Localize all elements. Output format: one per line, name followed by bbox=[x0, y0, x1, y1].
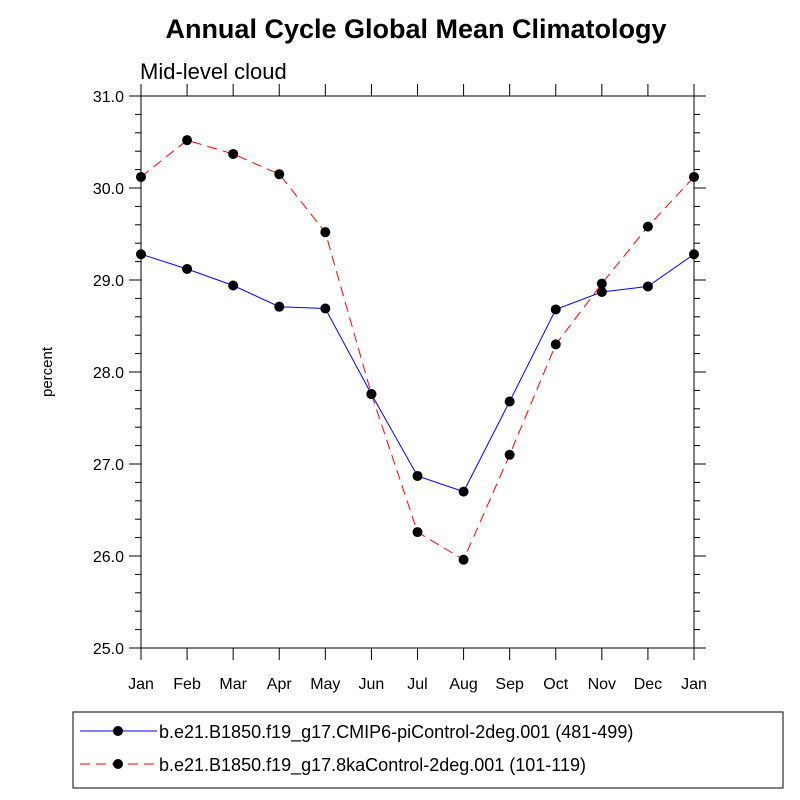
data-point bbox=[504, 396, 515, 407]
y-tick-label: 30.0 bbox=[93, 181, 124, 198]
y-tick-label: 25.0 bbox=[93, 641, 124, 658]
data-point bbox=[228, 148, 239, 159]
x-tick-label: Apr bbox=[267, 676, 293, 693]
x-tick-label: Jun bbox=[359, 676, 385, 693]
x-tick-label: Aug bbox=[449, 676, 477, 693]
y-tick-label: 31.0 bbox=[93, 89, 124, 106]
data-point bbox=[182, 263, 193, 274]
x-tick-label: Jan bbox=[681, 676, 707, 693]
x-tick-label: Oct bbox=[543, 676, 568, 693]
data-point bbox=[689, 249, 699, 260]
data-point bbox=[596, 278, 607, 289]
y-axis-label: percent bbox=[39, 346, 56, 397]
x-tick-label: Nov bbox=[588, 676, 616, 693]
data-point bbox=[550, 304, 561, 315]
data-point bbox=[458, 554, 469, 565]
y-tick-label: 26.0 bbox=[93, 549, 124, 566]
data-point bbox=[320, 227, 331, 238]
data-point bbox=[550, 339, 561, 350]
y-tick-label: 29.0 bbox=[93, 273, 124, 290]
data-point bbox=[274, 169, 285, 180]
plot-frame bbox=[140, 95, 695, 649]
x-tick-label: Mar bbox=[219, 676, 247, 693]
data-point bbox=[458, 486, 469, 497]
legend bbox=[72, 711, 784, 789]
data-point bbox=[320, 303, 331, 314]
x-tick-label: Feb bbox=[173, 676, 201, 693]
series-layer bbox=[136, 135, 699, 565]
legend-label: b.e21.B1850.f19_g17.CMIP6-piControl-2deg… bbox=[159, 722, 633, 743]
legend-items: b.e21.B1850.f19_g17.CMIP6-piControl-2deg… bbox=[80, 722, 633, 776]
series-1 bbox=[136, 249, 699, 497]
data-point bbox=[412, 470, 423, 481]
data-point bbox=[642, 221, 653, 232]
x-tick-label: Sep bbox=[495, 676, 524, 693]
data-point bbox=[136, 171, 146, 182]
legend-marker bbox=[113, 726, 123, 736]
chart-title: Annual Cycle Global Mean Climatology bbox=[165, 14, 666, 44]
data-point bbox=[182, 135, 193, 146]
legend-marker bbox=[113, 759, 123, 769]
series-2 bbox=[136, 135, 699, 565]
data-point bbox=[689, 171, 699, 182]
data-point bbox=[412, 527, 423, 538]
x-tick-label: Dec bbox=[634, 676, 662, 693]
x-tick-label: May bbox=[310, 676, 340, 693]
chart-subtitle: Mid-level cloud bbox=[140, 59, 287, 84]
y-tick-labels: 25.0 26.0 27.0 28.0 29.0 30.0 31.0 bbox=[93, 89, 124, 658]
x-tick-label: Jan bbox=[128, 676, 154, 693]
x-tick-label: Jul bbox=[407, 676, 427, 693]
y-tick-label: 28.0 bbox=[93, 365, 124, 382]
x-tick-labels: Jan Feb Mar Apr May Jun Jul Aug Sep Oct Nov Dec Jan bbox=[128, 676, 707, 693]
data-point bbox=[504, 449, 515, 460]
data-point bbox=[596, 286, 607, 297]
legend-label: b.e21.B1850.f19_g17.8kaControl-2deg.001 … bbox=[159, 755, 586, 776]
data-point bbox=[136, 249, 146, 260]
series-line bbox=[140, 139, 695, 561]
data-point bbox=[642, 281, 653, 292]
data-point bbox=[228, 280, 239, 291]
data-point bbox=[366, 389, 377, 400]
data-point bbox=[274, 301, 285, 312]
series-line bbox=[140, 253, 695, 493]
y-tick-label: 27.0 bbox=[93, 457, 124, 474]
axis-ticks bbox=[129, 84, 706, 660]
